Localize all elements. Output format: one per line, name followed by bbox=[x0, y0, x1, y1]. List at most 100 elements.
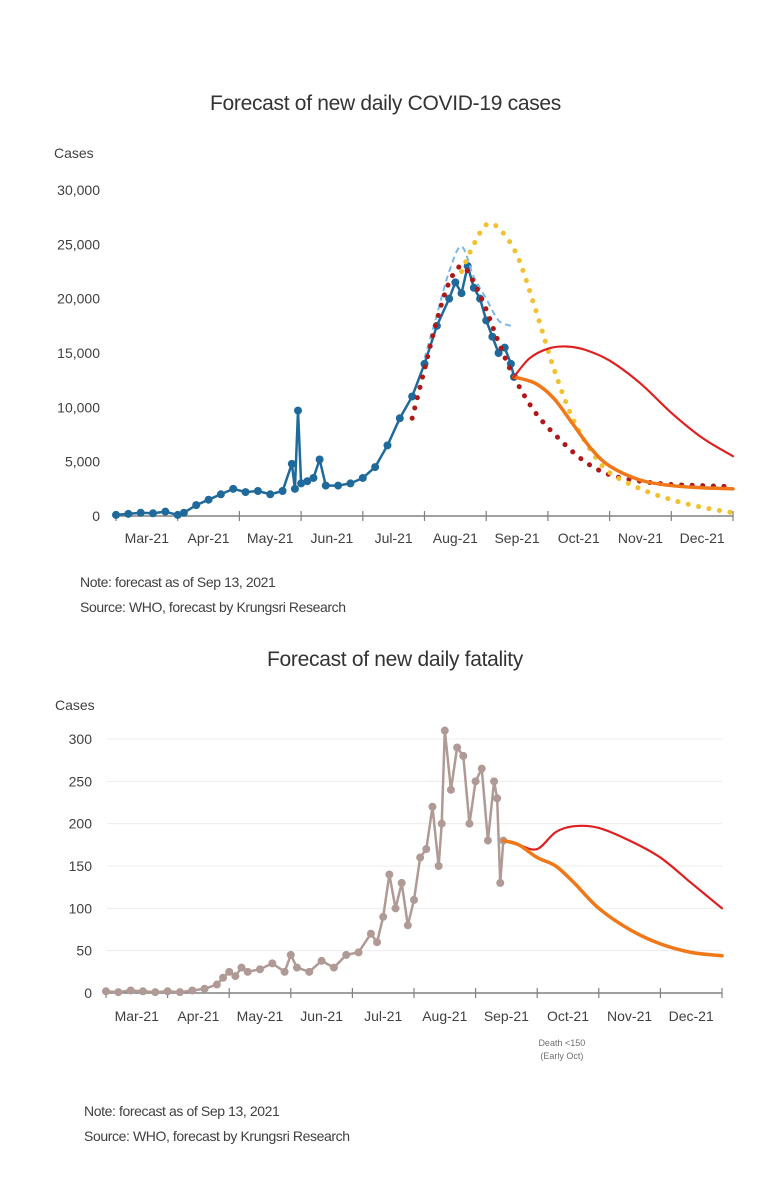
series-actual-deaths-point bbox=[397, 878, 406, 887]
x-tick-label: Jun-21 bbox=[311, 530, 354, 546]
series-actual-deaths-point bbox=[188, 986, 197, 995]
series-actual-deaths-point bbox=[373, 938, 382, 947]
series-actual-new-cases-point bbox=[290, 484, 299, 493]
series-actual-deaths-point bbox=[428, 802, 437, 811]
series-actual-deaths-point bbox=[459, 751, 468, 760]
x-tick-label: Nov-21 bbox=[607, 1008, 652, 1024]
series-actual-new-cases-point bbox=[192, 501, 201, 510]
x-tick-label: Oct-21 bbox=[547, 1008, 589, 1024]
series-actual-deaths-point bbox=[385, 870, 394, 879]
series-actual-deaths-point bbox=[403, 921, 412, 930]
series-actual-new-cases-point bbox=[346, 479, 355, 488]
series-actual-new-cases-point bbox=[395, 414, 404, 423]
x-tick-label: Aug-21 bbox=[433, 530, 478, 546]
series-actual-deaths-point bbox=[434, 862, 443, 870]
series-scenario-orange-solid bbox=[512, 375, 735, 491]
series-actual-deaths-point bbox=[219, 973, 228, 982]
chart1-plot: Cases 0 5,000 10,000 15,000 20,000 25,000 30,00… bbox=[54, 145, 736, 546]
y-axis-label: Cases bbox=[54, 145, 94, 161]
series-actual-deaths-point bbox=[126, 986, 135, 995]
y-tick-label: 150 bbox=[69, 858, 93, 874]
series-actual-deaths-point bbox=[163, 987, 172, 996]
series-actual-new-cases-point bbox=[494, 349, 503, 357]
series-actual-deaths-point bbox=[138, 987, 147, 996]
series-forecast-light-blue-dashed bbox=[423, 245, 512, 359]
series-actual-new-cases-point bbox=[161, 507, 170, 516]
series-actual-new-cases-point bbox=[204, 495, 213, 504]
series-actual-new-cases-point bbox=[112, 510, 120, 519]
series-actual-deaths-line bbox=[105, 729, 505, 994]
y-tick-label: 50 bbox=[76, 943, 92, 959]
series-actual-deaths-point bbox=[483, 836, 492, 845]
series-actual-deaths-point bbox=[342, 950, 351, 959]
x-tick-label: Aug-21 bbox=[422, 1008, 467, 1024]
series-actual-deaths-point bbox=[416, 853, 425, 862]
series-actual-deaths-point bbox=[329, 963, 338, 972]
x-tick-label: Mar-21 bbox=[125, 530, 170, 546]
y-tick-label: 200 bbox=[69, 816, 93, 832]
series-actual-deaths-point bbox=[471, 777, 480, 786]
annotation-text: Death <150 bbox=[538, 1038, 585, 1048]
x-tick-label: Mar-21 bbox=[115, 1008, 160, 1024]
series-actual-new-cases-point bbox=[229, 484, 238, 493]
series-actual-deaths-point bbox=[391, 904, 400, 913]
x-tick-label: May-21 bbox=[247, 530, 294, 546]
chart2-title: Forecast of new daily fatality bbox=[267, 648, 523, 671]
x-tick-label: Dec-21 bbox=[669, 1008, 714, 1024]
series-actual-new-cases-point bbox=[309, 473, 318, 482]
chart1-source: Source: WHO, forecast by Krungsri Resear… bbox=[80, 599, 346, 615]
x-tick-label: Dec-21 bbox=[680, 530, 725, 546]
series-scenario-orange bbox=[501, 838, 724, 958]
series-actual-new-cases-point bbox=[216, 490, 225, 499]
series-actual-deaths-point bbox=[225, 967, 234, 976]
x-tick-label: Apr-21 bbox=[188, 530, 230, 546]
x-tick-label: Apr-21 bbox=[177, 1008, 219, 1024]
series-actual-new-cases-point bbox=[278, 487, 287, 496]
chart2-note: Note: forecast as of Sep 13, 2021 bbox=[84, 1103, 280, 1119]
series-actual-new-cases-point bbox=[136, 508, 145, 517]
series-actual-deaths-point bbox=[286, 950, 295, 959]
series-actual-deaths-point bbox=[410, 895, 418, 904]
series-actual-deaths-point bbox=[237, 963, 246, 972]
series-actual-deaths-point bbox=[496, 878, 505, 887]
series-actual-deaths-point bbox=[490, 777, 499, 786]
series-actual-new-cases-point bbox=[321, 481, 330, 490]
series-actual-new-cases-point bbox=[266, 490, 275, 499]
series-actual-new-cases-point bbox=[371, 463, 380, 472]
series-actual-new-cases-point bbox=[297, 479, 306, 488]
series-actual-deaths-point bbox=[212, 980, 221, 989]
x-tick-label: Sep-21 bbox=[484, 1008, 529, 1024]
x-tick-label: Jul-21 bbox=[375, 530, 413, 546]
series-actual-deaths-point bbox=[256, 965, 264, 974]
y-tick-label: 10,000 bbox=[57, 399, 100, 415]
series-actual-deaths-point bbox=[200, 984, 209, 993]
series-actual-new-cases-point bbox=[457, 289, 466, 298]
chart2-source: Source: WHO, forecast by Krungsri Resear… bbox=[84, 1128, 350, 1144]
series-actual-new-cases-point bbox=[173, 510, 182, 519]
series-actual-deaths-point bbox=[151, 988, 160, 997]
series-actual-deaths-point bbox=[243, 967, 252, 976]
series-actual-deaths-point bbox=[379, 912, 388, 921]
x-tick-label: May-21 bbox=[237, 1008, 284, 1024]
series-actual-deaths-point bbox=[175, 988, 184, 997]
series-actual-deaths-point bbox=[477, 764, 486, 773]
chart1-notes: Note: forecast as of Sep 13, 2021 Source… bbox=[80, 570, 346, 620]
series-actual-new-cases-point bbox=[315, 455, 324, 464]
x-tick-label: Sep-21 bbox=[494, 530, 539, 546]
series-actual-deaths-point bbox=[231, 972, 240, 981]
y-tick-label: 5,000 bbox=[65, 454, 100, 470]
series-actual-new-cases-point bbox=[383, 441, 392, 450]
y-tick-label: 20,000 bbox=[57, 291, 100, 307]
y-axis-label: Cases bbox=[55, 697, 95, 713]
y-tick-label: 25,000 bbox=[57, 236, 100, 252]
series-actual-deaths-point bbox=[354, 948, 363, 957]
x-tick-label: Oct-21 bbox=[558, 530, 600, 546]
series-actual-new-cases-point bbox=[253, 487, 262, 496]
series-actual-new-cases-point bbox=[124, 509, 133, 518]
series-actual-deaths-point bbox=[437, 819, 446, 828]
series-actual-new-cases-point bbox=[334, 481, 343, 490]
series-actual-new-cases-point bbox=[287, 459, 296, 468]
series-actual-new-cases-point bbox=[358, 473, 367, 482]
series-actual-deaths-point bbox=[292, 963, 301, 972]
